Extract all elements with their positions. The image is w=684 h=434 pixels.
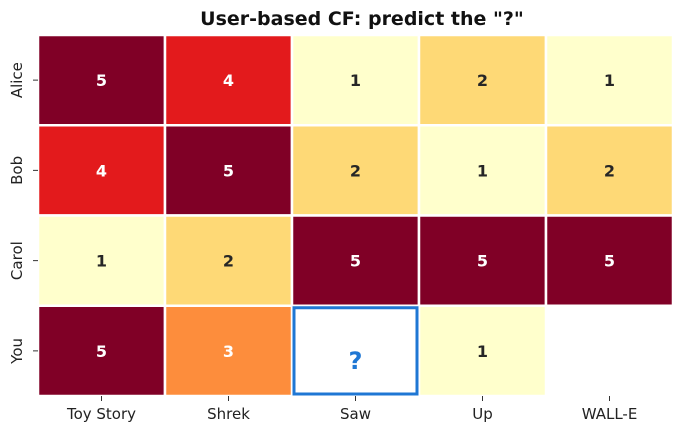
cell-you-shrek <box>163 304 294 398</box>
cell-carol-wall-e <box>544 214 675 307</box>
cell-bob-toy-story-label: 4 <box>96 161 107 180</box>
x-tick-label-shrek: Shrek <box>207 405 250 423</box>
cell-alice-toy-story-label: 5 <box>96 71 107 90</box>
cell-you-toy-story-label: 5 <box>96 342 107 361</box>
y-tick-label-alice: Alice <box>8 62 26 98</box>
x-tick-label-toy-story: Toy Story <box>66 405 136 423</box>
cell-alice-wall-e-label: 1 <box>604 71 615 90</box>
cell-carol-toy-story-label: 1 <box>96 252 107 271</box>
cell-carol-shrek <box>163 214 294 307</box>
cell-carol-shrek-label: 2 <box>223 252 234 271</box>
x-tick-label-wall-e: WALL-E <box>582 405 638 423</box>
cell-carol-up-label: 5 <box>477 252 488 271</box>
cell-carol-saw-label: 5 <box>350 252 361 271</box>
axis-ticks: Toy Story Shrek Saw Up WALL-E Alice Bob Carol Yo… <box>8 62 637 423</box>
cell-you-up <box>417 304 548 398</box>
y-tick-label-bob: Bob <box>8 156 26 185</box>
cell-bob-saw-label: 2 <box>350 161 361 180</box>
cell-alice-saw-label: 1 <box>350 71 361 90</box>
cell-bob-shrek-label: 5 <box>223 161 234 180</box>
cell-alice-shrek-label: 4 <box>223 71 234 90</box>
x-tick-label-up: Up <box>472 405 493 423</box>
x-tick-label-saw: Saw <box>340 405 371 423</box>
cell-you-shrek-label: 3 <box>223 342 234 361</box>
cell-carol-saw <box>290 214 421 307</box>
cell-bob-up-label: 1 <box>477 161 488 180</box>
cell-carol-up <box>417 214 548 307</box>
target-cell-highlight <box>292 306 419 396</box>
cell-bob-saw <box>290 124 421 217</box>
y-tick-label-carol: Carol <box>8 241 26 280</box>
target-cell-question-mark: ? <box>349 347 363 375</box>
chart-title: User-based CF: predict the "?" <box>200 8 524 30</box>
cell-alice-up-label: 2 <box>477 71 488 90</box>
cell-bob-wall-e-label: 2 <box>604 161 615 180</box>
cell-carol-wall-e-label: 5 <box>604 252 615 271</box>
cell-alice-shrek <box>163 33 294 127</box>
heatmap-cells: 5 4 1 2 1 4 5 2 1 2 1 2 5 5 5 5 3 1? <box>36 33 675 398</box>
cell-bob-wall-e <box>544 124 675 217</box>
y-tick-label-you: You <box>8 338 26 365</box>
cell-you-up-label: 1 <box>477 342 488 361</box>
